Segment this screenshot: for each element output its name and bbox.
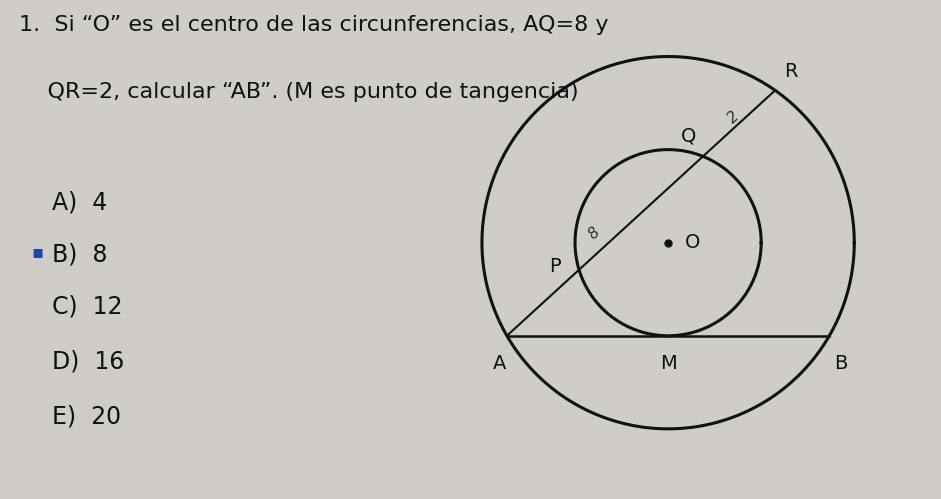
Text: D)  16: D) 16 — [52, 350, 124, 374]
Text: R: R — [785, 62, 798, 81]
Text: ▪: ▪ — [31, 243, 43, 261]
Text: C)  12: C) 12 — [52, 295, 122, 319]
Text: QR=2, calcular “AB”. (M es punto de tangencia): QR=2, calcular “AB”. (M es punto de tang… — [19, 82, 579, 102]
Text: B: B — [834, 354, 847, 373]
Text: A: A — [493, 354, 506, 373]
Text: A)  4: A) 4 — [52, 190, 107, 214]
Text: M: M — [660, 354, 677, 373]
Text: 8: 8 — [585, 225, 602, 243]
Text: B)  8: B) 8 — [52, 243, 107, 266]
Text: P: P — [549, 256, 561, 275]
Text: O: O — [685, 233, 700, 252]
Text: Q: Q — [680, 126, 695, 145]
Text: E)  20: E) 20 — [52, 405, 120, 429]
Text: 1.  Si “O” es el centro de las circunferencias, AQ=8 y: 1. Si “O” es el centro de las circunfere… — [19, 15, 608, 35]
Text: 2: 2 — [725, 108, 742, 126]
